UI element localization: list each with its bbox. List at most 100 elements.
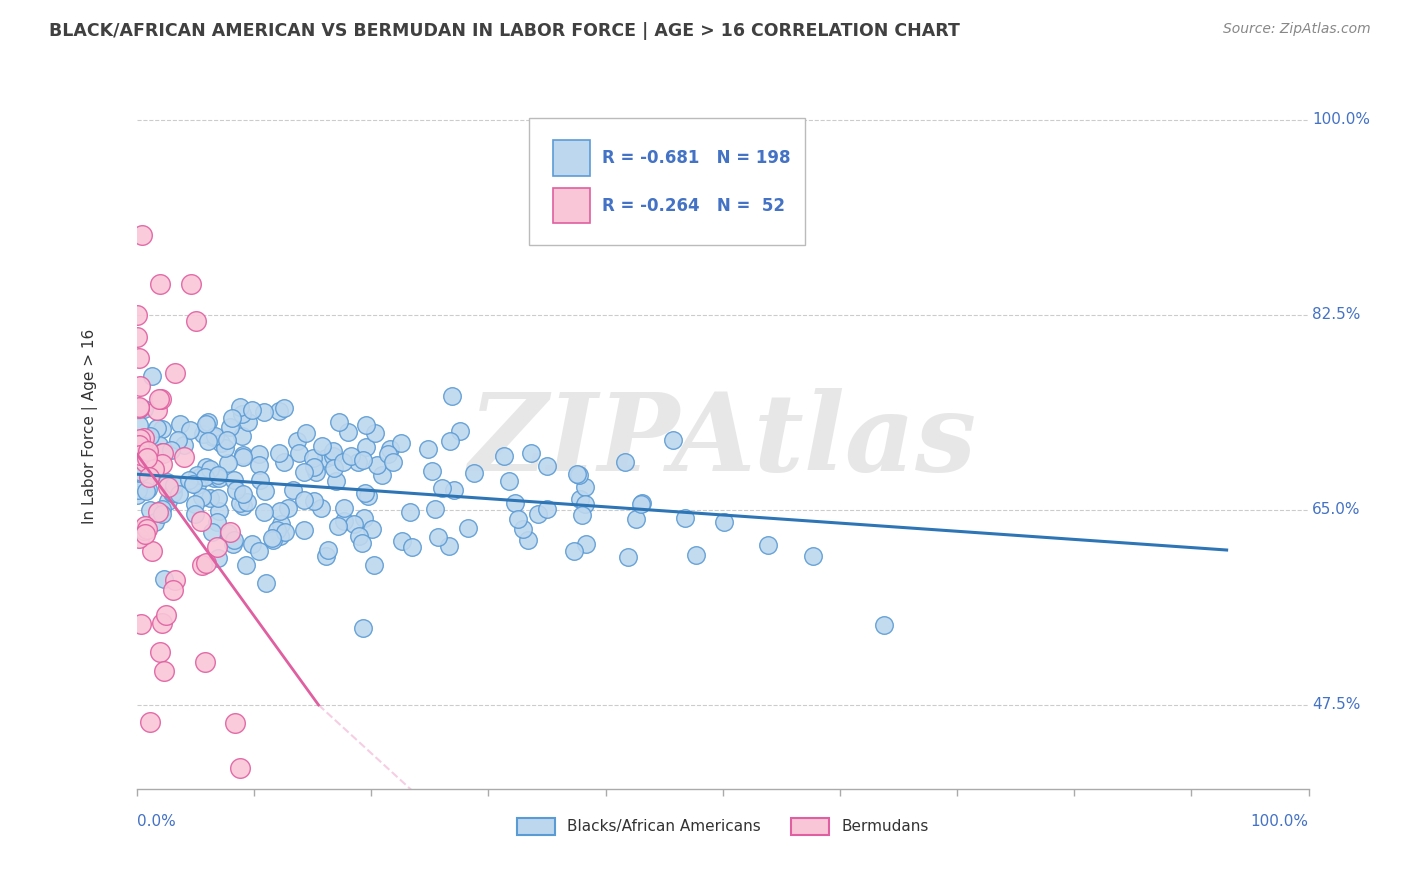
Point <box>197 434 219 449</box>
Point <box>218 419 240 434</box>
Point <box>143 515 166 529</box>
Point <box>202 471 225 485</box>
Point <box>571 508 593 523</box>
Point <box>567 467 589 481</box>
Point <box>198 491 221 505</box>
Point <box>229 400 252 414</box>
Point <box>401 540 423 554</box>
Point <box>630 497 652 511</box>
Point <box>150 508 173 522</box>
Point <box>378 442 401 456</box>
Text: Source: ZipAtlas.com: Source: ZipAtlas.com <box>1223 22 1371 37</box>
Point <box>207 550 229 565</box>
Point <box>302 459 325 474</box>
Point <box>194 655 217 669</box>
Point <box>218 525 240 540</box>
Point <box>131 617 153 632</box>
Point <box>134 455 156 469</box>
Point <box>162 486 184 500</box>
Point <box>143 462 166 476</box>
Point <box>162 583 184 598</box>
Point <box>149 645 172 659</box>
Point <box>352 621 374 635</box>
Point <box>301 450 323 465</box>
Point <box>150 422 173 436</box>
Point <box>322 449 344 463</box>
Point <box>163 478 186 492</box>
Point <box>201 525 224 540</box>
Point <box>253 505 276 519</box>
Point <box>801 549 824 564</box>
Legend: Blacks/African Americans, Bermudans: Blacks/African Americans, Bermudans <box>516 818 929 835</box>
Point <box>235 558 257 572</box>
Point <box>128 351 150 365</box>
Point <box>205 515 228 529</box>
Point <box>304 465 326 479</box>
Point <box>337 425 360 439</box>
Point <box>214 441 236 455</box>
Point <box>132 431 155 445</box>
Point <box>354 486 377 500</box>
Point <box>135 483 157 498</box>
Point <box>132 436 155 450</box>
Point <box>149 277 172 291</box>
Point <box>416 442 439 457</box>
Point <box>432 481 454 495</box>
Point <box>332 514 354 528</box>
Point <box>162 486 184 500</box>
Point <box>575 537 598 551</box>
Point <box>536 459 558 474</box>
Point <box>194 417 217 431</box>
Point <box>150 445 173 459</box>
Point <box>309 500 332 515</box>
Point <box>152 572 174 586</box>
Point <box>128 438 150 452</box>
Point <box>197 415 219 429</box>
Point <box>347 528 370 542</box>
Point <box>191 426 214 441</box>
Point <box>624 512 647 526</box>
Point <box>204 429 226 443</box>
Point <box>713 515 735 529</box>
Point <box>269 528 291 542</box>
Point <box>148 505 170 519</box>
Point <box>352 535 374 549</box>
Point <box>389 435 412 450</box>
Text: R = -0.681   N = 198: R = -0.681 N = 198 <box>602 149 790 167</box>
Point <box>190 490 212 504</box>
FancyBboxPatch shape <box>553 188 591 223</box>
Point <box>208 471 231 485</box>
Text: ZIPAtlas: ZIPAtlas <box>468 388 977 494</box>
Point <box>166 433 188 447</box>
Point <box>685 548 707 562</box>
Point <box>141 368 163 383</box>
Text: BLACK/AFRICAN AMERICAN VS BERMUDAN IN LABOR FORCE | AGE > 16 CORRELATION CHART: BLACK/AFRICAN AMERICAN VS BERMUDAN IN LA… <box>49 22 960 40</box>
Point <box>128 448 150 462</box>
Point <box>437 540 460 554</box>
Text: 100.0%: 100.0% <box>1312 112 1371 128</box>
Text: In Labor Force | Age > 16: In Labor Force | Age > 16 <box>82 328 98 524</box>
Point <box>209 435 232 450</box>
Text: 65.0%: 65.0% <box>1312 502 1361 517</box>
Point <box>574 497 596 511</box>
Point <box>148 448 170 462</box>
Point <box>449 424 471 438</box>
Point <box>266 524 288 538</box>
Point <box>519 446 541 460</box>
Point <box>186 477 208 491</box>
Point <box>569 492 592 507</box>
Point <box>138 469 160 483</box>
Point <box>756 538 779 552</box>
Point <box>173 450 195 464</box>
Point <box>498 474 520 488</box>
Point <box>156 475 179 489</box>
Point <box>152 665 174 679</box>
Point <box>146 403 169 417</box>
Point <box>295 425 318 440</box>
Point <box>631 496 654 510</box>
Point <box>267 446 290 460</box>
Point <box>225 483 247 498</box>
Point <box>342 516 364 531</box>
Point <box>181 477 204 491</box>
Point <box>503 496 526 510</box>
